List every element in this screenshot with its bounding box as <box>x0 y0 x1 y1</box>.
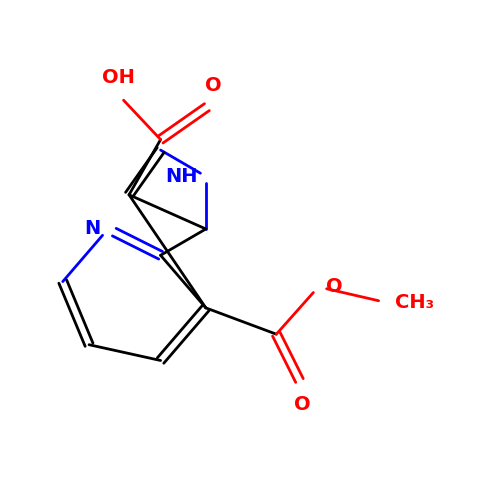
Text: NH: NH <box>165 167 198 186</box>
Text: N: N <box>84 219 100 239</box>
Text: O: O <box>294 395 311 414</box>
Text: CH₃: CH₃ <box>395 293 433 312</box>
Text: O: O <box>326 277 343 297</box>
Text: O: O <box>205 76 221 95</box>
Text: OH: OH <box>102 68 135 87</box>
